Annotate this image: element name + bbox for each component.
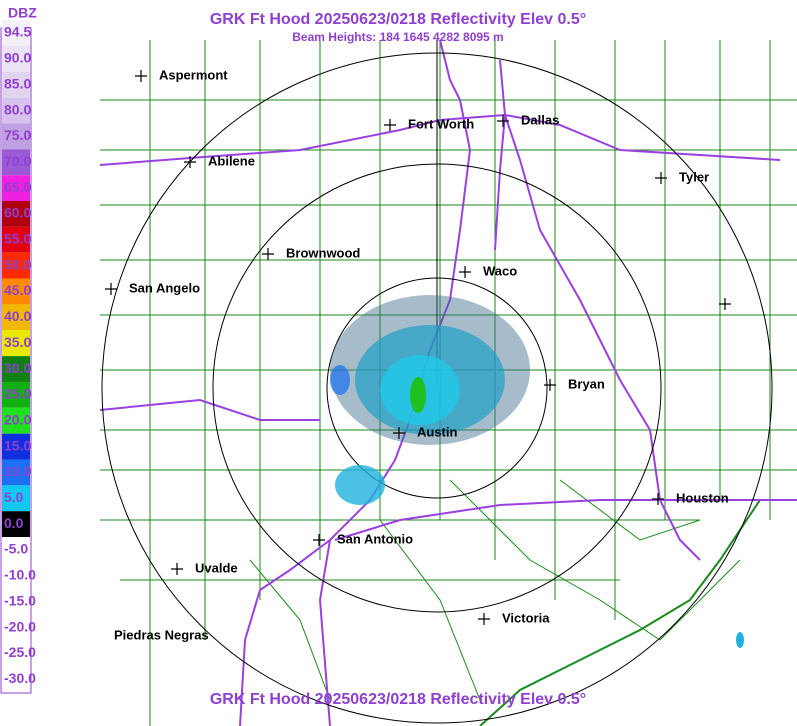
city-label: Brownwood	[286, 245, 360, 260]
legend-label: 10.0	[4, 463, 31, 479]
city-label: Fort Worth	[408, 116, 474, 131]
city-label: Abilene	[208, 153, 255, 168]
city-marker	[544, 379, 556, 391]
legend-label: 0.0	[4, 515, 24, 531]
legend-swatch	[2, 97, 30, 124]
legend-swatch	[2, 588, 30, 615]
city-marker	[652, 493, 664, 505]
city-marker	[393, 427, 405, 439]
legend-label: 25.0	[4, 386, 31, 402]
legend-swatch	[2, 278, 30, 305]
legend-swatch	[2, 511, 30, 538]
legend-swatch	[2, 330, 30, 357]
legend-label: 90.0	[4, 50, 31, 66]
legend-swatch	[2, 537, 30, 563]
city-marker	[171, 563, 183, 575]
city-marker	[719, 298, 731, 310]
city-marker	[135, 70, 147, 82]
city-label: San Angelo	[129, 280, 200, 295]
city-marker	[184, 156, 196, 168]
legend-label: 94.5	[4, 24, 31, 40]
legend-swatch	[2, 485, 30, 512]
legend-swatch	[2, 226, 30, 253]
title: GRK Ft Hood 20250623/0218 Reflectivity E…	[210, 11, 586, 28]
legend-swatch	[2, 381, 30, 408]
city-label: Waco	[483, 263, 517, 278]
legend-swatch	[2, 640, 30, 667]
legend-label: 15.0	[4, 437, 31, 453]
legend-swatch	[2, 20, 30, 46]
echoes	[330, 295, 744, 648]
legend-label: 35.0	[4, 334, 31, 350]
legend-label: 30.0	[4, 360, 31, 376]
city-marker	[478, 613, 490, 625]
cities: Aspermont Fort Worth Dallas Abilene Tyler Bro…	[105, 67, 731, 642]
city-label: San Antonio	[337, 531, 413, 546]
legend-label: 65.0	[4, 179, 31, 195]
legend-swatch	[2, 149, 30, 176]
legend-label: -10.0	[4, 567, 36, 583]
subtitle: Beam Heights: 184 1645 4282 8095 m	[292, 30, 503, 44]
legend-label: 5.0	[4, 489, 24, 505]
footer-title: GRK Ft Hood 20250623/0218 Reflectivity E…	[210, 691, 586, 708]
city-marker	[655, 172, 667, 184]
legend-label: -25.0	[4, 644, 36, 660]
legend-title: DBZ	[8, 5, 37, 21]
legend-swatch	[2, 614, 30, 641]
legend-label: 70.0	[4, 153, 31, 169]
city-marker	[262, 248, 274, 260]
legend-label: 20.0	[4, 411, 31, 427]
legend-label: 80.0	[4, 101, 31, 117]
legend-swatch	[2, 175, 30, 202]
legend-label: 75.0	[4, 127, 31, 143]
city-marker	[459, 266, 471, 278]
legend-swatch	[2, 123, 30, 150]
legend-swatch	[2, 407, 30, 434]
legend-swatch	[2, 666, 30, 693]
legend: DBZ 94.5 90.0 85.0 80.0 75.0 70.0 65.0 60.0 55.0…	[0, 5, 37, 694]
city-label: Dallas	[521, 112, 559, 127]
city-label: Houston	[676, 490, 729, 505]
legend-swatch	[2, 562, 30, 589]
city-marker	[497, 115, 509, 127]
legend-label: 55.0	[4, 231, 31, 247]
city-label: Aspermont	[159, 67, 228, 82]
city-label: Uvalde	[195, 560, 238, 575]
legend-label: 45.0	[4, 282, 31, 298]
legend-swatch	[2, 201, 30, 227]
city-label: Piedras Negras	[114, 627, 209, 642]
legend-label: 60.0	[4, 205, 31, 221]
legend-label: -20.0	[4, 618, 36, 634]
city-marker	[384, 119, 396, 131]
city-label: Bryan	[568, 376, 605, 391]
legend-swatch	[2, 45, 30, 72]
legend-swatch	[2, 252, 30, 279]
legend-label: 85.0	[4, 75, 31, 91]
city-label: Austin	[417, 424, 458, 439]
city-marker	[105, 283, 117, 295]
legend-label: -30.0	[4, 670, 36, 686]
legend-swatch	[2, 304, 30, 331]
legend-label: 50.0	[4, 256, 31, 272]
city-label: Victoria	[502, 610, 550, 625]
legend-swatch	[2, 433, 30, 460]
legend-label: -15.0	[4, 592, 36, 608]
legend-label: 40.0	[4, 308, 31, 324]
city-marker	[313, 534, 325, 546]
legend-swatch	[2, 71, 30, 98]
legend-swatch	[2, 459, 30, 486]
legend-swatch	[2, 356, 30, 382]
city-label: Tyler	[679, 169, 709, 184]
legend-label: -5.0	[4, 541, 28, 557]
